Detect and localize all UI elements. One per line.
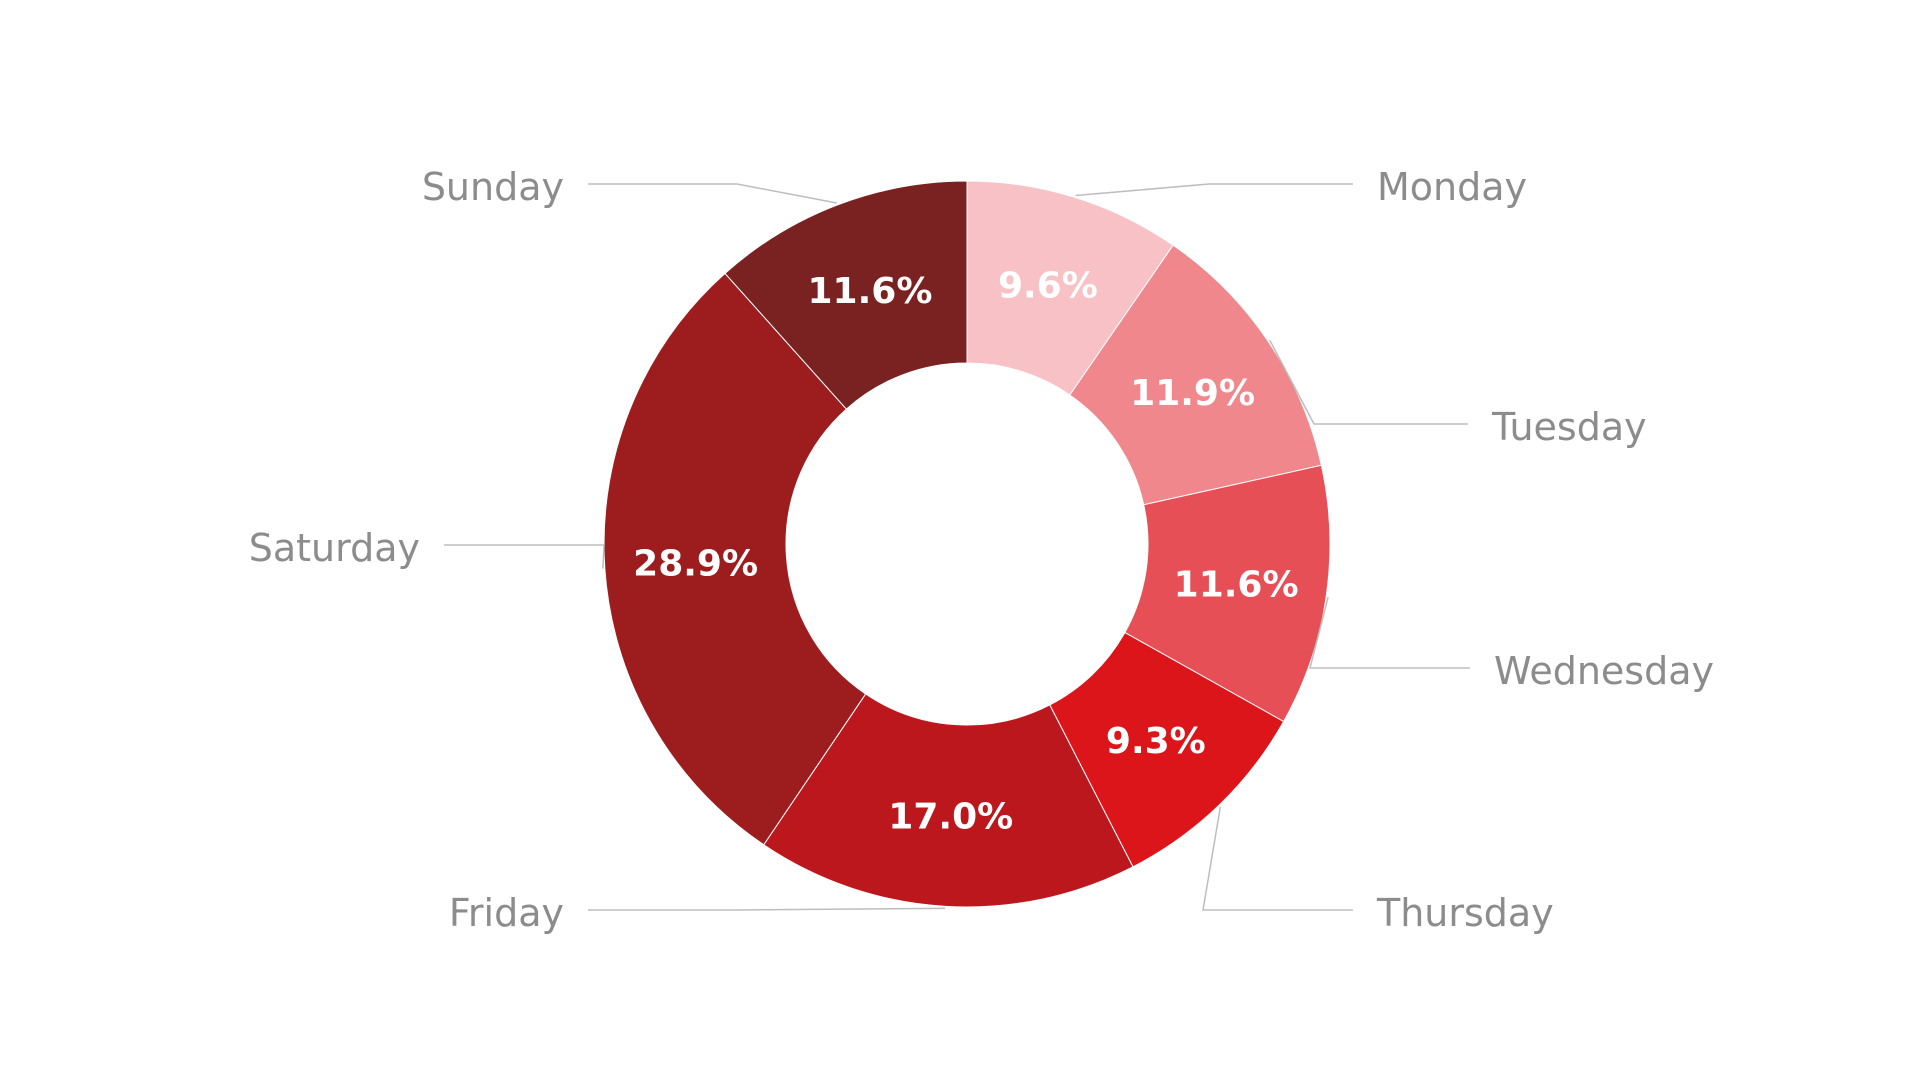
donut-slices <box>603 180 1331 908</box>
slice-saturday[interactable] <box>603 272 867 846</box>
slice-value-friday: 17.0% <box>888 797 1013 838</box>
leader-line-sunday <box>588 183 837 204</box>
percentage-labels: 9.6% 11.9% 11.6% 9.3% 17.0% 28.9% 11.6% <box>633 265 1298 837</box>
slice-value-saturday: 28.9% <box>633 543 758 584</box>
slice-value-tuesday: 11.9% <box>1130 373 1255 414</box>
leader-line-wednesday <box>1309 596 1470 669</box>
day-labels: Monday Tuesday Wednesday Thursday Friday Satu… <box>249 165 1714 935</box>
leader-line-thursday <box>1202 806 1353 911</box>
leader-line-tuesday <box>1269 339 1468 425</box>
leader-lines <box>444 183 1470 911</box>
slice-value-wednesday: 11.6% <box>1174 565 1299 606</box>
day-label-thursday: Thursday <box>1376 891 1554 935</box>
leader-line-monday <box>1075 183 1353 197</box>
slice-sunday[interactable] <box>724 180 968 410</box>
slice-tuesday[interactable] <box>1069 244 1322 506</box>
slice-value-monday: 9.6% <box>998 265 1098 306</box>
day-label-saturday: Saturday <box>249 526 420 570</box>
slice-friday[interactable] <box>763 693 1134 908</box>
slice-wednesday[interactable] <box>1124 464 1331 723</box>
slice-value-sunday: 11.6% <box>808 271 933 312</box>
day-label-sunday: Sunday <box>422 165 564 209</box>
slice-value-thursday: 9.3% <box>1106 721 1206 762</box>
leader-line-saturday <box>444 544 605 569</box>
leader-line-friday <box>588 907 946 911</box>
day-label-monday: Monday <box>1377 165 1527 209</box>
day-label-wednesday: Wednesday <box>1494 649 1714 693</box>
day-label-friday: Friday <box>449 891 564 935</box>
day-label-tuesday: Tuesday <box>1491 405 1647 449</box>
